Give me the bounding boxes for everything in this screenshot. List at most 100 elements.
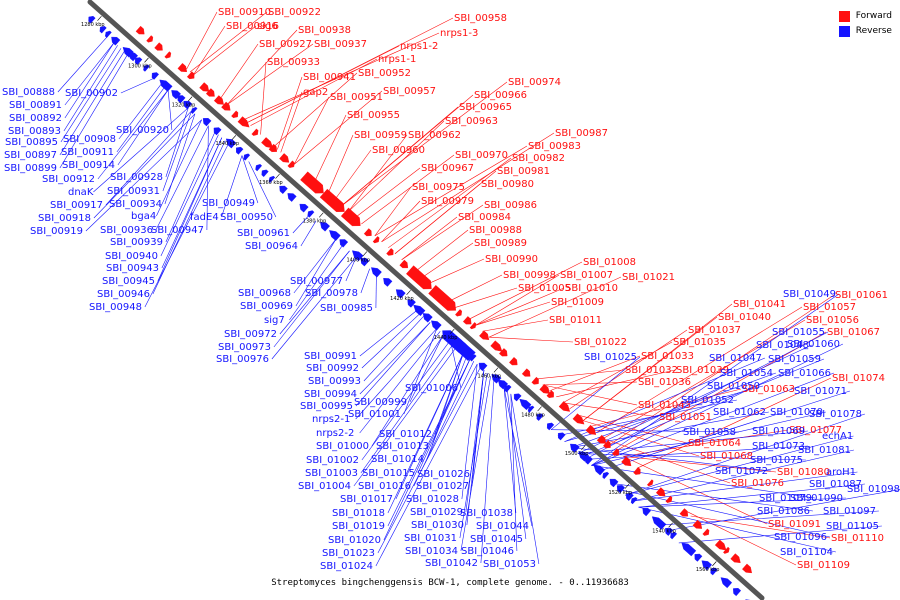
gene-leader-line (243, 32, 440, 120)
gene-leader-line (468, 261, 583, 320)
gene-leader-line (596, 306, 803, 433)
forward-gene-arrow (490, 340, 503, 352)
gene-label: SBI_01031 (404, 533, 457, 544)
forward-gene-arrow (372, 236, 380, 244)
gene-leader-line (488, 276, 622, 338)
forward-gene-arrow (279, 153, 290, 163)
gene-leader-line (260, 61, 267, 135)
forward-gene-arrow (585, 424, 597, 435)
gene-label: SBI_00994 (304, 389, 357, 400)
gene-label: SBI_01027 (416, 481, 469, 492)
gene-label: SBI_00984 (458, 212, 511, 223)
reverse-gene-arrow (105, 30, 112, 38)
gene-label: SBI_01063 (742, 384, 795, 395)
gene-leader-line (387, 358, 471, 527)
gene-leader-line (383, 358, 471, 541)
forward-gene-arrow (428, 285, 457, 311)
forward-gene-arrow (319, 188, 345, 212)
gene-label: SBI_01034 (405, 546, 458, 557)
gene-leader-line (226, 29, 298, 105)
reverse-gene-arrow (268, 175, 276, 183)
gene-label: SBI_00999 (354, 397, 407, 408)
gene-label: SBI_01046 (461, 546, 514, 557)
gene-leader-line (60, 48, 122, 143)
gene-label: SBI_00965 (459, 102, 512, 113)
gene-leader-line (165, 131, 216, 243)
gene-leader-line (64, 42, 115, 119)
forward-gene-arrow (406, 265, 432, 290)
forward-gene-arrow (287, 160, 295, 168)
gene-leader-line (581, 358, 825, 457)
forward-gene-arrow (498, 348, 508, 357)
forward-gene-arrow (205, 88, 215, 97)
gene-label: SBI_01041 (733, 299, 786, 310)
gene-label: sig6 (257, 21, 278, 32)
gene-leader-line (387, 352, 465, 514)
gene-label: SBI_01058 (683, 427, 736, 438)
gene-label: aroH1 (826, 467, 856, 478)
gene-label: SBI_01090 (790, 493, 843, 504)
gene-label: SBI_01052 (681, 395, 734, 406)
gene-leader-line (334, 149, 372, 201)
gene-leader-line (510, 393, 540, 565)
gene-label: SBI_00978 (305, 288, 358, 299)
gene-label: SBI_00988 (469, 225, 522, 236)
gene-label: SBI_01069 (752, 426, 805, 437)
gene-leader-line (280, 91, 303, 153)
gene-leader-line (347, 134, 408, 213)
gene-leader-line (638, 483, 865, 508)
gene-label: SBI_01057 (803, 302, 856, 313)
gene-label: SBI_01022 (574, 337, 627, 348)
reverse-gene-arrow (111, 36, 121, 46)
gene-label: SBI_01032 (625, 365, 678, 376)
gene-leader-line (455, 287, 518, 308)
gene-label: SBI_01086 (757, 506, 810, 517)
gene-label: SBI_01005 (518, 283, 571, 294)
gene-label: SBI_00980 (481, 179, 534, 190)
gene-leader-line (360, 343, 454, 474)
gene-features (88, 15, 753, 600)
gene-leader-line (475, 301, 551, 326)
gene-leader-line (273, 250, 350, 348)
gene-leader-line (345, 256, 357, 282)
reverse-gene-arrow (546, 422, 555, 431)
gene-label: SBI_00967 (421, 163, 474, 174)
gene-leader-line (279, 250, 350, 335)
forward-gene-arrow (509, 357, 518, 366)
gene-label: SBI_01081 (798, 445, 851, 456)
forward-gene-arrow (723, 546, 730, 554)
gene-label: SBI_00976 (216, 354, 269, 365)
gene-leader-line (381, 132, 555, 243)
gene-label: SBI_01077 (789, 425, 842, 436)
gene-leader-line (289, 244, 344, 321)
strand-legend: Forward Reverse (838, 9, 892, 39)
forward-gene-arrow (596, 434, 607, 444)
legend-reverse-label: Reverse (855, 26, 892, 36)
gene-label: SBI_01040 (718, 312, 771, 323)
reverse-gene-arrow (422, 313, 433, 323)
gene-leader-line (571, 447, 771, 472)
gene-label: SBI_00962 (408, 130, 461, 141)
forward-gene-arrow (154, 42, 163, 51)
forward-gene-arrow (268, 143, 277, 152)
gene-label: SBI_01079 (759, 493, 812, 504)
gene-leader-line (64, 42, 115, 106)
gene-label: SBI_01013 (376, 441, 429, 452)
gene-label: SBI_00960 (372, 145, 425, 156)
gene-leader-line (551, 429, 739, 433)
gene-label: SBI_00964 (245, 241, 298, 252)
gene-leader-line (157, 137, 223, 282)
gene-leader-line (375, 366, 481, 567)
gene-label: SBI_00928 (110, 172, 163, 183)
gene-leader-line (374, 145, 528, 237)
gene-label: SBI_00970 (455, 150, 508, 161)
gene-label: SBI_00938 (298, 25, 351, 36)
reverse-gene-arrow (213, 127, 222, 136)
gene-leader-line (591, 293, 840, 466)
gene-leader-line (409, 334, 444, 403)
gene-leader-line (401, 216, 458, 260)
gene-label: SBI_01109 (797, 560, 850, 571)
gene-label: SBI_01004 (298, 481, 351, 492)
gene-leader-line (63, 45, 118, 132)
gene-leader-line (293, 90, 383, 165)
